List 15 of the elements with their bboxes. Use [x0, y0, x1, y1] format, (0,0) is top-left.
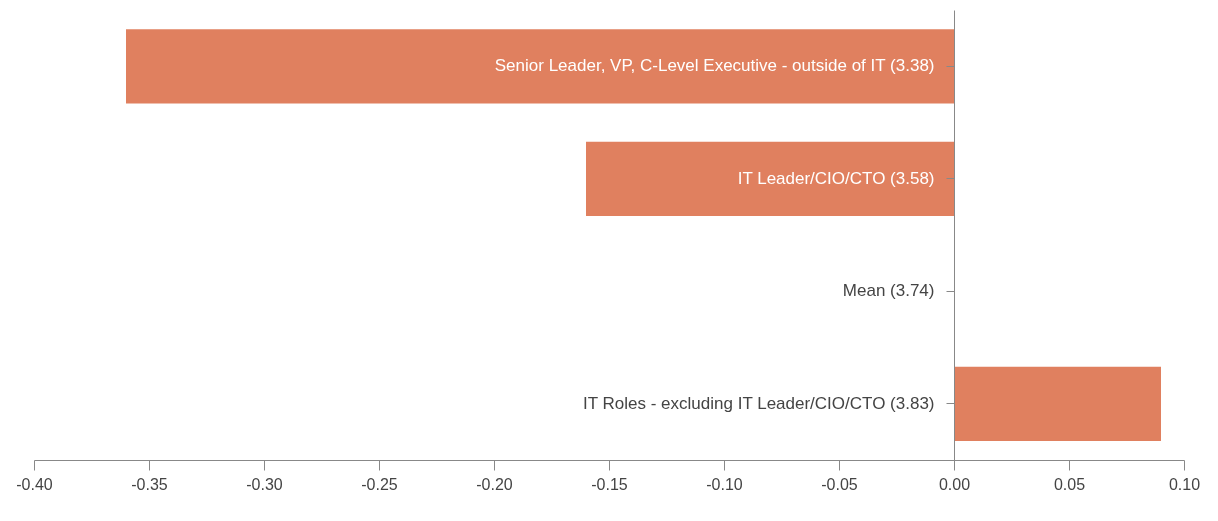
x-tick-label: -0.40 [16, 475, 53, 493]
x-tick-label: -0.30 [246, 475, 283, 493]
x-tick-label: 0.00 [938, 475, 971, 493]
y-tick-label: Mean (3.74) [842, 281, 935, 301]
y-tick-label: IT Roles - excluding IT Leader/CIO/CTO (3.83) [583, 393, 935, 413]
x-tick-label: -0.25 [361, 475, 398, 493]
x-tick-label: 0.10 [1168, 475, 1201, 493]
y-tick-label: IT Leader/CIO/CTO (3.58) [737, 168, 935, 188]
x-tick-label: 0.05 [1053, 475, 1086, 493]
x-tick-label: -0.15 [591, 475, 628, 493]
x-tick-label: -0.35 [131, 475, 168, 493]
x-tick-label: -0.20 [476, 475, 513, 493]
x-tick-label: -0.05 [821, 475, 858, 493]
x-tick-label: -0.10 [706, 475, 743, 493]
y-tick-label: Senior Leader, VP, C-Level Executive - outside of IT (3.38) [494, 56, 935, 76]
